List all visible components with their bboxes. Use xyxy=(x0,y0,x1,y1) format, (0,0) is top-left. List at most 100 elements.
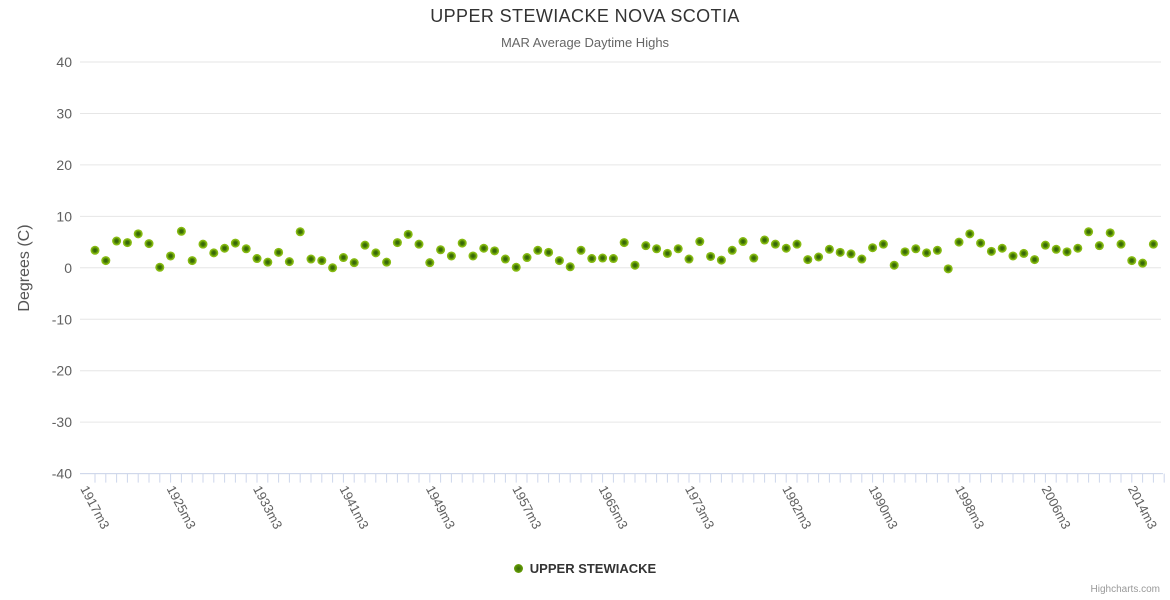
data-point[interactable] xyxy=(500,254,510,264)
data-point[interactable] xyxy=(133,229,143,239)
data-point[interactable] xyxy=(986,246,996,256)
data-point[interactable] xyxy=(1008,251,1018,261)
data-point[interactable] xyxy=(1105,228,1115,238)
data-point[interactable] xyxy=(360,240,370,250)
data-point[interactable] xyxy=(425,258,435,268)
data-point[interactable] xyxy=(997,243,1007,253)
data-point[interactable] xyxy=(911,244,921,254)
data-point[interactable] xyxy=(230,238,240,248)
data-point[interactable] xyxy=(1030,255,1040,265)
data-point[interactable] xyxy=(1040,240,1050,250)
data-point[interactable] xyxy=(684,254,694,264)
data-point[interactable] xyxy=(155,262,165,272)
data-point[interactable] xyxy=(1094,241,1104,251)
data-point[interactable] xyxy=(479,243,489,253)
data-point[interactable] xyxy=(392,238,402,248)
data-point[interactable] xyxy=(814,252,824,262)
data-point[interactable] xyxy=(824,244,834,254)
data-point[interactable] xyxy=(749,253,759,263)
data-point[interactable] xyxy=(608,254,618,264)
data-point[interactable] xyxy=(846,249,856,259)
data-point[interactable] xyxy=(198,239,208,249)
data-point[interactable] xyxy=(187,256,197,266)
data-point[interactable] xyxy=(122,238,132,248)
data-point[interactable] xyxy=(857,254,867,264)
data-point[interactable] xyxy=(403,229,413,239)
data-point[interactable] xyxy=(446,251,456,261)
data-point[interactable] xyxy=(1084,227,1094,237)
data-point[interactable] xyxy=(209,248,219,258)
data-point[interactable] xyxy=(1019,248,1029,258)
data-point[interactable] xyxy=(1051,244,1061,254)
data-point[interactable] xyxy=(1062,247,1072,257)
data-point[interactable] xyxy=(792,239,802,249)
data-point[interactable] xyxy=(922,248,932,258)
highcharts-credits-link[interactable]: Highcharts.com xyxy=(1090,584,1160,595)
data-point[interactable] xyxy=(176,226,186,236)
data-point[interactable] xyxy=(965,229,975,239)
data-point[interactable] xyxy=(673,244,683,254)
data-point[interactable] xyxy=(727,245,737,255)
data-point[interactable] xyxy=(457,238,467,248)
data-point[interactable] xyxy=(295,227,305,237)
data-point[interactable] xyxy=(349,258,359,268)
data-point[interactable] xyxy=(619,238,629,248)
data-point[interactable] xyxy=(414,239,424,249)
data-point[interactable] xyxy=(565,262,575,272)
data-point[interactable] xyxy=(338,253,348,263)
data-point[interactable] xyxy=(760,235,770,245)
data-point[interactable] xyxy=(241,244,251,254)
data-point[interactable] xyxy=(328,263,338,273)
data-point[interactable] xyxy=(803,255,813,265)
data-point[interactable] xyxy=(900,247,910,257)
data-point[interactable] xyxy=(1148,239,1158,249)
data-point[interactable] xyxy=(641,241,651,251)
data-point[interactable] xyxy=(1073,243,1083,253)
data-point[interactable] xyxy=(1116,239,1126,249)
data-point[interactable] xyxy=(317,256,327,266)
data-point[interactable] xyxy=(630,260,640,270)
data-point[interactable] xyxy=(889,260,899,270)
data-point[interactable] xyxy=(868,243,878,253)
data-point[interactable] xyxy=(90,245,100,255)
data-point[interactable] xyxy=(511,262,521,272)
data-point[interactable] xyxy=(716,255,726,265)
data-point[interactable] xyxy=(436,245,446,255)
data-point[interactable] xyxy=(706,251,716,261)
data-point[interactable] xyxy=(1127,256,1137,266)
data-point[interactable] xyxy=(166,251,176,261)
data-point[interactable] xyxy=(738,237,748,247)
data-point[interactable] xyxy=(652,244,662,254)
data-point[interactable] xyxy=(220,243,230,253)
data-point[interactable] xyxy=(544,247,554,257)
data-point[interactable] xyxy=(306,254,316,264)
data-point[interactable] xyxy=(835,247,845,257)
data-point[interactable] xyxy=(112,236,122,246)
legend-item-upper-stewiacke[interactable]: UPPER STEWIACKE xyxy=(513,561,656,576)
data-point[interactable] xyxy=(598,253,608,263)
data-point[interactable] xyxy=(932,245,942,255)
data-point[interactable] xyxy=(274,247,284,257)
data-point[interactable] xyxy=(468,251,478,261)
data-point[interactable] xyxy=(533,245,543,255)
data-point[interactable] xyxy=(943,264,953,274)
data-point[interactable] xyxy=(695,237,705,247)
data-point[interactable] xyxy=(662,248,672,258)
data-point[interactable] xyxy=(770,239,780,249)
data-point[interactable] xyxy=(587,254,597,264)
data-point[interactable] xyxy=(576,245,586,255)
data-point[interactable] xyxy=(144,239,154,249)
data-point[interactable] xyxy=(878,239,888,249)
data-point[interactable] xyxy=(371,248,381,258)
data-point[interactable] xyxy=(1138,258,1148,268)
data-point[interactable] xyxy=(976,238,986,248)
data-point[interactable] xyxy=(263,257,273,267)
data-point[interactable] xyxy=(284,257,294,267)
data-point[interactable] xyxy=(954,237,964,247)
data-point[interactable] xyxy=(382,257,392,267)
data-point[interactable] xyxy=(522,253,532,263)
data-point[interactable] xyxy=(554,256,564,266)
data-point[interactable] xyxy=(101,256,111,266)
data-point[interactable] xyxy=(252,254,262,264)
data-point[interactable] xyxy=(490,246,500,256)
